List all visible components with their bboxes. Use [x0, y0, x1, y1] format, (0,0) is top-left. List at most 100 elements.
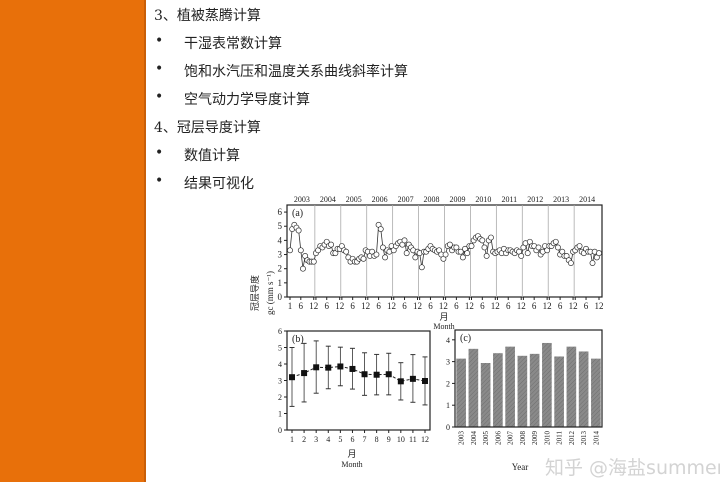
bar: [455, 358, 467, 428]
data-point: [552, 238, 559, 245]
data-point: [468, 243, 475, 249]
bar: [541, 342, 553, 428]
data-point: [567, 260, 574, 266]
x-tick-label: 12: [413, 301, 422, 311]
bullet-icon: •: [155, 145, 164, 161]
bullet-item: 数值计算: [184, 148, 240, 164]
x-tick-label: 2014: [592, 431, 600, 446]
year-label: 2013: [553, 195, 569, 204]
x-tick-label: 12: [439, 301, 448, 311]
bar: [504, 346, 516, 428]
x-tick-label: 6: [324, 301, 329, 311]
data-point: [524, 250, 531, 257]
y-tick-label: 4: [278, 360, 282, 369]
bullet-icon: •: [155, 33, 164, 49]
data-point: [446, 241, 453, 248]
data-point: [289, 374, 295, 381]
x-tick-label: 4: [326, 435, 330, 444]
bar: [492, 352, 504, 428]
bullet-item: 饱和水汽压和温度关系曲线斜率计算: [184, 64, 408, 80]
x-tick-label: 2010: [543, 431, 551, 446]
x-axis-label: Month: [433, 322, 454, 331]
data-point: [301, 370, 308, 377]
x-tick-label: 6: [584, 301, 589, 311]
data-point: [377, 226, 384, 233]
year-label: 2004: [320, 195, 336, 204]
y-tick-label: 6: [278, 207, 283, 217]
x-tick-label: 2006: [494, 431, 502, 446]
y-tick-label: 2: [278, 264, 283, 274]
data-point: [373, 251, 380, 258]
data-point: [481, 244, 488, 251]
year-label: 2010: [475, 195, 491, 204]
y-tick-label: 1: [278, 410, 282, 419]
panel-c: 2003 2004 2005 2006 2007 2008 2009 2010 2011 2012…: [446, 329, 603, 472]
data-point: [385, 371, 392, 378]
year-label: 2012: [527, 195, 543, 204]
x-tick-label: 10: [397, 435, 405, 444]
year-label: 2008: [424, 195, 440, 204]
data-point: [328, 241, 335, 248]
x-tick-label: 3: [314, 435, 318, 444]
x-tick-label: 12: [595, 301, 604, 311]
x-tick-label: 7: [363, 435, 367, 444]
y-tick-label: 1: [278, 278, 283, 288]
y-tick-label: 3: [278, 250, 283, 260]
y-tick-label: 0: [278, 292, 283, 302]
bar: [578, 350, 590, 428]
year-label: 2003: [294, 195, 310, 204]
y-tick-label: 3: [278, 377, 282, 386]
section-heading: 3、植被蒸腾计算: [154, 8, 261, 24]
x-tick-label: 2005: [482, 431, 490, 446]
x-tick-label: 12: [335, 301, 344, 311]
x-tick-label: 2008: [519, 431, 527, 446]
x-tick-label: 6: [532, 301, 537, 311]
data-point: [287, 247, 293, 254]
data-point: [459, 254, 466, 261]
x-tick-label: 6: [506, 301, 511, 311]
bar: [516, 355, 528, 428]
panel-label: (c): [460, 333, 471, 344]
data-point: [360, 255, 367, 262]
x-tick-label: 12: [569, 301, 578, 311]
x-tick-label: 12: [491, 301, 500, 311]
x-tick-label: 12: [465, 301, 474, 311]
bar: [467, 348, 479, 428]
x-tick-label: 2009: [531, 431, 539, 446]
x-tick-label: 6: [480, 301, 485, 311]
data-point: [483, 253, 490, 259]
year-label: 2005: [346, 195, 362, 204]
y-tick-label: 5: [278, 344, 282, 353]
year-label: 2006: [372, 195, 388, 204]
data-point: [343, 248, 350, 255]
x-tick-label: 12: [309, 301, 318, 311]
x-tick-label: 6: [376, 301, 381, 311]
y-axis-label: gc (mm s⁻¹): [265, 271, 275, 315]
data-point: [479, 237, 486, 244]
data-point: [325, 364, 332, 371]
x-tick-label: 11: [409, 435, 417, 444]
data-point: [297, 247, 304, 254]
bar: [529, 353, 541, 428]
year-label: 2007: [398, 195, 414, 204]
bar: [480, 362, 492, 428]
series-line: [291, 365, 426, 382]
x-tick-label: 12: [543, 301, 552, 311]
section-heading: 4、冠层导度计算: [154, 120, 261, 136]
data-point: [401, 237, 408, 244]
bullet-item: 空气动力学导度计算: [184, 92, 310, 108]
x-tick-label: 2003: [458, 431, 466, 446]
data-point: [361, 371, 368, 378]
data-point: [535, 244, 542, 251]
slide-sidebar: [0, 0, 146, 482]
x-tick-label: 6: [299, 301, 304, 311]
bar: [565, 346, 577, 428]
plot-frame: [286, 330, 431, 431]
x-axis-label-cn: 月: [439, 312, 448, 322]
data-point: [457, 248, 464, 255]
x-axis-label: Month: [341, 460, 362, 469]
data-point: [442, 251, 449, 258]
x-tick-label: 12: [421, 435, 429, 444]
data-point: [554, 244, 561, 251]
